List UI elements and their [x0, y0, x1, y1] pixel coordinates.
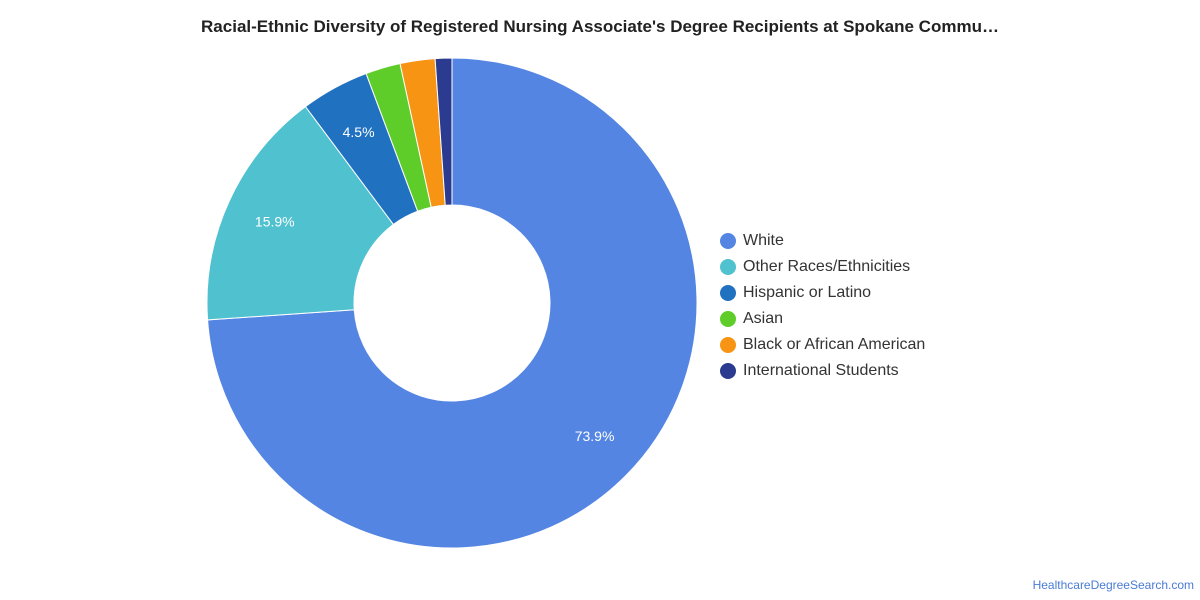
chart-title: Racial-Ethnic Diversity of Registered Nu… [201, 17, 999, 36]
legend-item-2[interactable]: Hispanic or Latino [720, 280, 925, 306]
legend-label: Black or African American [743, 336, 926, 353]
slice-1[interactable] [206, 105, 395, 321]
legend-swatch [720, 285, 736, 301]
slice-label-2: 4.5% [343, 124, 375, 140]
legend-label: White [743, 232, 784, 249]
legend-item-0[interactable]: White [720, 228, 925, 254]
legend-item-4[interactable]: Black or African American [720, 332, 925, 358]
legend-swatch [720, 311, 736, 327]
slice-0[interactable] [207, 57, 698, 549]
legend-item-1[interactable]: Other Races/Ethnicities [720, 254, 925, 280]
legend-item-5[interactable]: International Students [720, 358, 925, 384]
legend-label: Hispanic or Latino [743, 284, 872, 301]
legend-swatch [720, 233, 736, 249]
legend-swatch [720, 363, 736, 379]
slice-label-1: 15.9% [255, 214, 295, 230]
source-link[interactable]: HealthcareDegreeSearch.com [1032, 578, 1194, 592]
legend-swatch [720, 259, 736, 275]
legend-label: International Students [743, 362, 899, 379]
slice-5[interactable] [434, 57, 453, 206]
slice-label-0: 73.9% [575, 428, 615, 444]
legend-swatch [720, 337, 736, 353]
legend-label: Asian [743, 310, 784, 327]
legend-item-3[interactable]: Asian [720, 306, 925, 332]
chart-legend: White Other Races/Ethnicities Hispanic or … [720, 228, 925, 384]
legend-label: Other Races/Ethnicities [743, 258, 911, 275]
